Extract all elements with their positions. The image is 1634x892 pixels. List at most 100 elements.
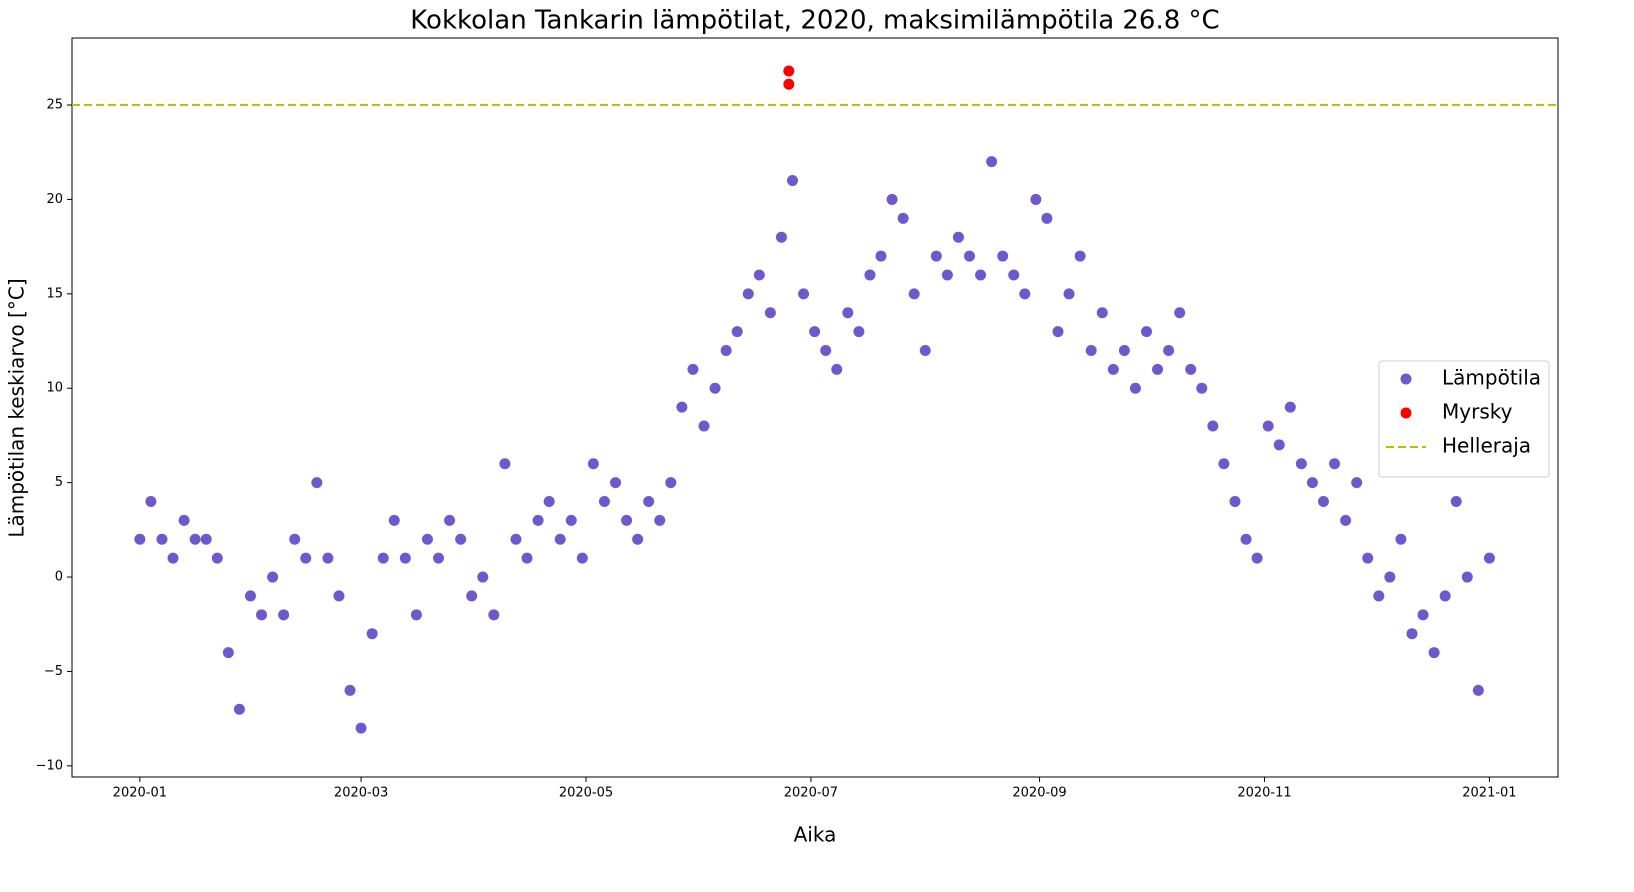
point	[377, 552, 389, 564]
point	[1329, 458, 1341, 470]
point	[908, 288, 920, 300]
chart-title: Kokkolan Tankarin lämpötilat, 2020, maks…	[410, 6, 1219, 36]
point	[1240, 533, 1252, 545]
point	[1450, 496, 1462, 508]
x-axis-label: Aika	[794, 823, 837, 847]
point	[783, 65, 795, 77]
x-tick-label: 2020-09	[1012, 786, 1066, 801]
point	[576, 552, 588, 564]
point	[665, 477, 677, 489]
point	[720, 344, 732, 356]
point	[1085, 344, 1097, 356]
point	[709, 382, 721, 394]
y-tick-label: 10	[46, 381, 63, 396]
point	[1052, 326, 1064, 338]
point	[621, 514, 633, 526]
y-tick-label: 15	[46, 286, 63, 301]
point	[1030, 193, 1042, 205]
point	[610, 477, 622, 489]
point	[853, 326, 865, 338]
point	[1229, 496, 1241, 508]
point	[1340, 514, 1352, 526]
legend-box	[1378, 360, 1550, 478]
point	[455, 533, 467, 545]
point	[421, 533, 433, 545]
point	[1306, 477, 1318, 489]
point	[930, 250, 942, 262]
point	[798, 288, 810, 300]
point	[753, 269, 765, 281]
point	[156, 533, 168, 545]
point	[1406, 628, 1418, 640]
point	[410, 609, 422, 621]
point	[1351, 477, 1363, 489]
point	[355, 722, 367, 734]
point	[211, 552, 223, 564]
point	[731, 326, 743, 338]
point	[167, 552, 179, 564]
point	[1284, 401, 1296, 413]
point	[222, 647, 234, 659]
point	[742, 288, 754, 300]
point	[1472, 684, 1484, 696]
point	[1196, 382, 1208, 394]
point	[952, 231, 964, 243]
point	[233, 703, 245, 715]
point	[134, 533, 146, 545]
point	[809, 326, 821, 338]
point	[311, 477, 323, 489]
point	[1140, 326, 1152, 338]
point	[1295, 458, 1307, 470]
point	[919, 344, 931, 356]
point	[499, 458, 511, 470]
x-tick-label: 2020-07	[784, 786, 838, 801]
point	[1395, 533, 1407, 545]
point	[1174, 307, 1186, 319]
point	[289, 533, 301, 545]
point	[1019, 288, 1031, 300]
legend-label: Myrsky	[1442, 400, 1513, 424]
point	[433, 552, 445, 564]
y-tick-label: −10	[36, 758, 63, 773]
point	[1317, 496, 1329, 508]
point	[1439, 590, 1451, 602]
point	[1129, 382, 1141, 394]
legend-label: Helleraja	[1442, 434, 1531, 458]
point	[1384, 571, 1396, 583]
point	[1107, 363, 1119, 375]
point	[587, 458, 599, 470]
point	[256, 609, 268, 621]
x-tick-label: 2021-01	[1462, 786, 1516, 801]
point	[510, 533, 522, 545]
point	[941, 269, 953, 281]
point	[1218, 458, 1230, 470]
point	[244, 590, 256, 602]
y-axis-label: Lämpötilan keskiarvo [°C]	[5, 278, 29, 537]
point	[1041, 212, 1053, 224]
point	[886, 193, 898, 205]
point	[444, 514, 456, 526]
point	[1262, 420, 1274, 432]
point	[1152, 363, 1164, 375]
point	[322, 552, 334, 564]
point	[1185, 363, 1197, 375]
point	[897, 212, 909, 224]
point	[178, 514, 190, 526]
point	[864, 269, 876, 281]
point	[488, 609, 500, 621]
point	[831, 363, 843, 375]
point	[1251, 552, 1263, 564]
point	[399, 552, 411, 564]
point	[1362, 552, 1374, 564]
point	[1074, 250, 1086, 262]
y-tick-label: 25	[46, 98, 63, 113]
point	[333, 590, 345, 602]
point	[842, 307, 854, 319]
point	[1063, 288, 1075, 300]
point	[687, 363, 699, 375]
x-tick-label: 2020-01	[113, 786, 167, 801]
point	[1461, 571, 1473, 583]
plot-frame	[71, 37, 1559, 778]
point	[189, 533, 201, 545]
point	[875, 250, 887, 262]
